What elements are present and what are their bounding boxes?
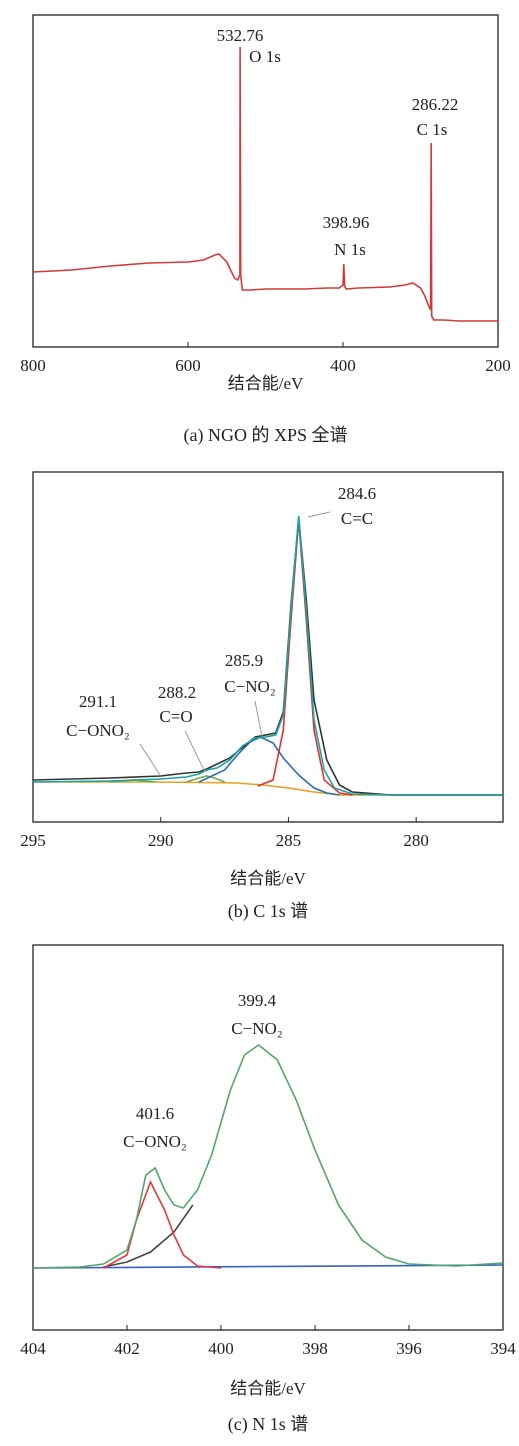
spectrum-line (198, 736, 340, 796)
spectrum-line (32, 1264, 504, 1269)
spectrum-line (33, 781, 503, 796)
x-tick-label: 398 (302, 1339, 328, 1358)
x-tick-label: 394 (490, 1339, 516, 1358)
x-tick-label: 800 (20, 356, 46, 375)
spectrum-line (186, 775, 225, 783)
spectrum-line (32, 46, 498, 322)
leader-line (139, 743, 161, 776)
x-tick-label: 200 (485, 356, 511, 375)
x-tick-label: 290 (148, 831, 174, 850)
x-tick-label: 600 (175, 356, 201, 375)
leader-line (307, 511, 331, 518)
x-tick-label: 396 (396, 1339, 422, 1358)
x-tick-label: 285 (276, 831, 302, 850)
peak-label: O 1s (249, 47, 281, 66)
spectrum-line (103, 1180, 222, 1269)
x-axis-label: 结合能/eV (230, 869, 306, 888)
x-tick-label: 400 (330, 356, 356, 375)
peak-value: 284.6 (338, 484, 376, 503)
x-tick-label: 295 (20, 831, 46, 850)
peak-value: 532.76 (217, 26, 264, 45)
x-axis-label: 结合能/eV (228, 374, 304, 393)
peak-label: C=O (159, 707, 192, 726)
caption: (b) C 1s 谱 (228, 901, 309, 922)
leader-line (184, 730, 206, 773)
plot-frame (32, 471, 504, 823)
spectrum-line (257, 519, 353, 796)
x-tick-label: 280 (403, 831, 429, 850)
x-tick-label: 402 (114, 1339, 140, 1358)
peak-label: C−ONO₂ (123, 1132, 187, 1151)
peak-value: 286.22 (412, 95, 459, 114)
spectrum-line (32, 517, 503, 796)
x-tick-label: 404 (20, 1339, 46, 1358)
peak-label: C=C (341, 509, 373, 528)
x-axis-label: 结合能/eV (230, 1379, 306, 1398)
peak-label: C−NO₂ (224, 677, 275, 696)
peak-label: C 1s (417, 120, 448, 139)
plot-frame (32, 944, 504, 1331)
spectrum-line (103, 1204, 194, 1268)
peak-label: C−ONO₂ (66, 721, 130, 740)
peak-value: 401.6 (136, 1104, 174, 1123)
caption: (c) N 1s 谱 (228, 1414, 308, 1435)
spectrum-line (32, 515, 503, 796)
spectrum-line (32, 1043, 504, 1269)
peak-value: 398.96 (323, 213, 370, 232)
peak-label: C−NO₂ (231, 1019, 282, 1038)
caption: (a) NGO 的 XPS 全谱 (184, 425, 348, 446)
peak-value: 285.9 (225, 651, 263, 670)
peak-value: 291.1 (79, 692, 117, 711)
leader-line (254, 700, 263, 738)
peak-label: N 1s (334, 240, 366, 259)
x-tick-label: 400 (208, 1339, 234, 1358)
peak-value: 399.4 (238, 991, 277, 1010)
plot-frame (32, 14, 499, 348)
peak-value: 288.2 (158, 683, 196, 702)
